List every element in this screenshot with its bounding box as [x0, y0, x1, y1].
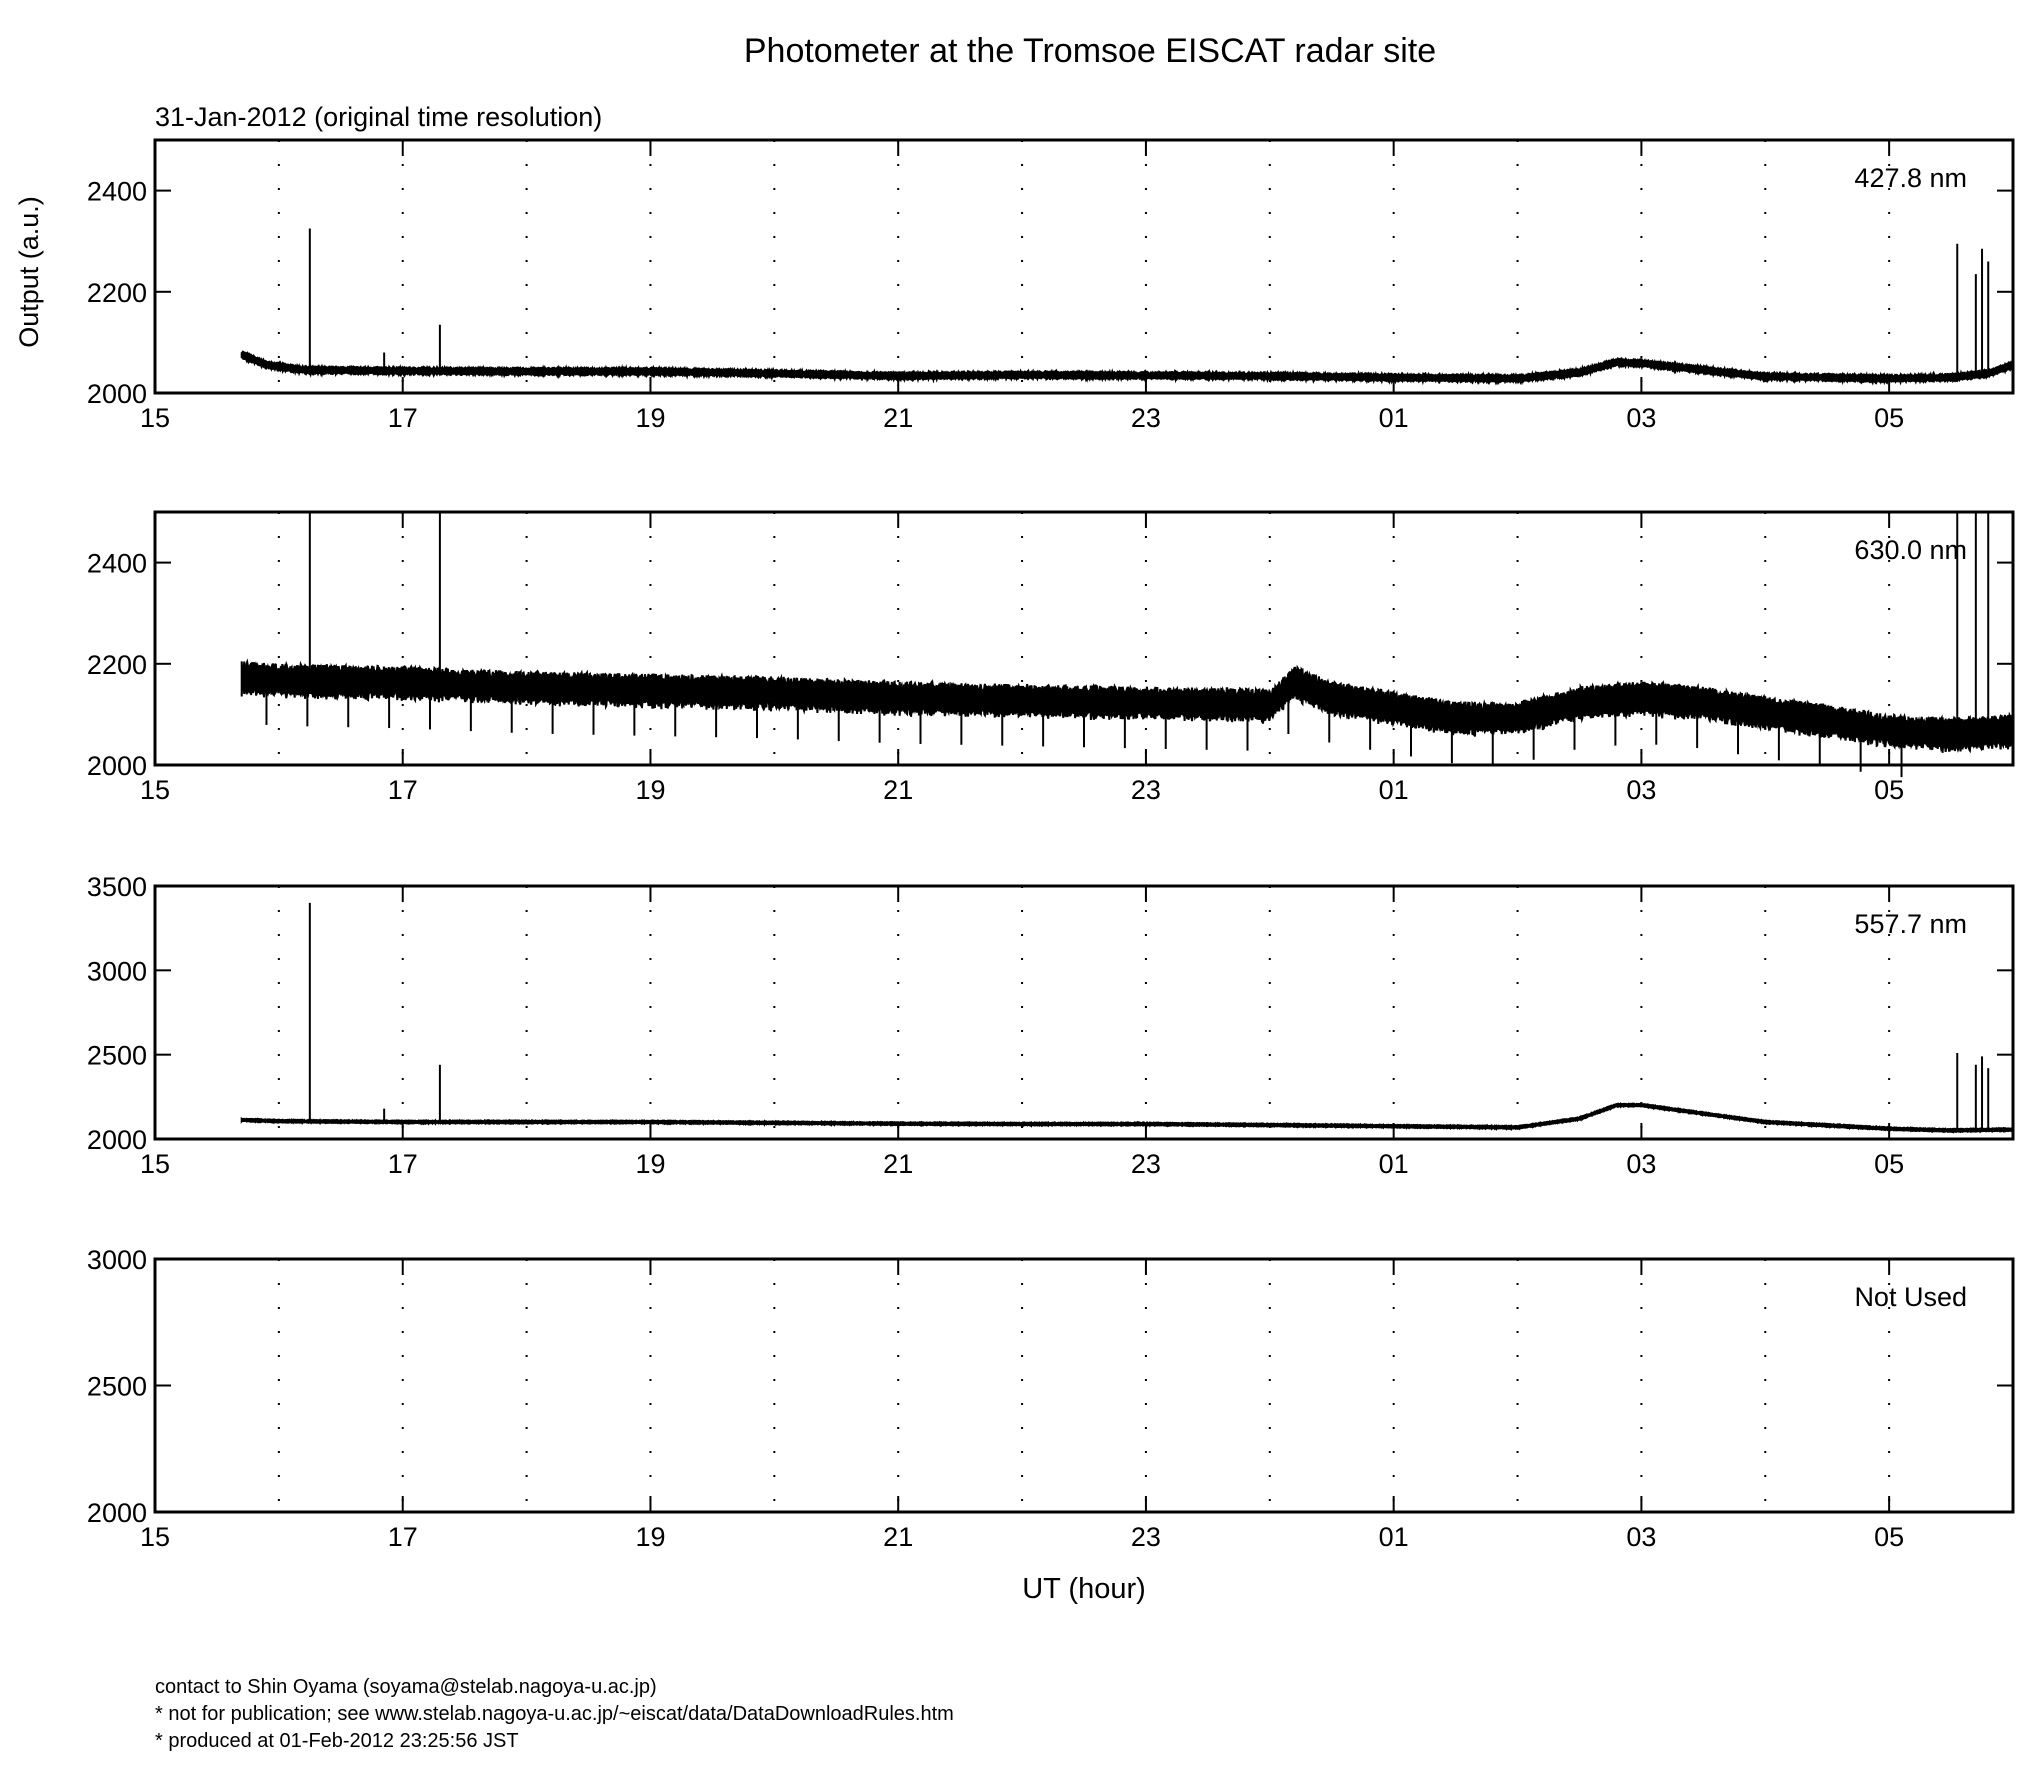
x-tick-label: 05	[1874, 1149, 1904, 1179]
series-0	[240, 350, 2014, 386]
panel-label: 630.0 nm	[1854, 535, 1967, 565]
x-tick-label: 03	[1626, 403, 1656, 433]
y-tick-label: 2500	[87, 1372, 147, 1402]
x-tick-label: 19	[635, 1149, 665, 1179]
y-tick-label: 3000	[87, 956, 147, 986]
x-tick-label: 15	[140, 1522, 170, 1552]
x-tick-label: 17	[388, 1149, 418, 1179]
x-tick-label: 15	[140, 1149, 170, 1179]
panel-3: 15 17 19 21 23 01 03 05 2000 2500 3000 Not Used	[87, 1245, 2015, 1552]
y-tick-label: 2200	[87, 650, 147, 680]
series-1	[240, 658, 2014, 778]
axes-frame	[153, 510, 2015, 767]
axes-frame	[153, 138, 2015, 395]
x-tick-label: 03	[1626, 1149, 1656, 1179]
footer-notice: * not for publication; see www.stelab.na…	[155, 1703, 954, 1725]
chart-title: Photometer at the Tromsoe EISCAT radar s…	[744, 32, 1436, 70]
x-tick-label: 23	[1131, 1149, 1161, 1179]
panel-label: Not Used	[1854, 1282, 1967, 1312]
x-tick-label: 23	[1131, 403, 1161, 433]
x-axis-label: UT (hour)	[1022, 1573, 1146, 1605]
series-band	[240, 1101, 2014, 1134]
x-tick-label: 19	[635, 1522, 665, 1552]
y-tick-label: 2400	[87, 549, 147, 579]
x-tick-label: 01	[1379, 1149, 1409, 1179]
y-tick-label: 2200	[87, 278, 147, 308]
x-tick-label: 05	[1874, 775, 1904, 805]
x-tick-label: 19	[635, 775, 665, 805]
panel-label: 427.8 nm	[1854, 163, 1967, 193]
y-axis-label: Output (a.u.)	[14, 196, 44, 348]
y-tick-label: 2000	[87, 379, 147, 409]
panel-1: 15 17 19 21 23 01 03 05 2000 2200 2400 630.0 nm	[87, 510, 2015, 805]
x-tick-label: 23	[1131, 1522, 1161, 1552]
panel-label: 557.7 nm	[1854, 909, 1967, 939]
y-tick-label: 2500	[87, 1041, 147, 1071]
x-tick-label: 17	[388, 1522, 418, 1552]
x-tick-label: 03	[1626, 775, 1656, 805]
x-tick-label: 23	[1131, 775, 1161, 805]
panel-0: 15 17 19 21 23 01 03 05 2000 2200 2400 427.8 nm	[87, 138, 2015, 433]
footer-produced: * produced at 01-Feb-2012 23:25:56 JST	[155, 1730, 519, 1752]
x-tick-label: 01	[1379, 1522, 1409, 1552]
y-tick-label: 2400	[87, 177, 147, 207]
x-tick-label: 03	[1626, 1522, 1656, 1552]
x-tick-label: 05	[1874, 403, 1904, 433]
x-tick-label: 17	[388, 775, 418, 805]
x-tick-label: 19	[635, 403, 665, 433]
series-2	[240, 1101, 2014, 1134]
x-tick-label: 21	[883, 1522, 913, 1552]
y-tick-label: 2000	[87, 751, 147, 781]
series-band	[240, 350, 2014, 386]
x-tick-label: 01	[1379, 403, 1409, 433]
x-tick-label: 21	[883, 775, 913, 805]
y-tick-label: 3500	[87, 872, 147, 902]
x-tick-label: 15	[140, 403, 170, 433]
x-tick-label: 05	[1874, 1522, 1904, 1552]
y-tick-label: 2000	[87, 1498, 147, 1528]
y-tick-label: 2000	[87, 1125, 147, 1155]
x-tick-label: 15	[140, 775, 170, 805]
x-tick-label: 21	[883, 403, 913, 433]
x-tick-label: 01	[1379, 775, 1409, 805]
axes-frame	[153, 1257, 2015, 1514]
chart-subtitle: 31-Jan-2012 (original time resolution)	[155, 102, 602, 132]
series-band	[240, 658, 2014, 754]
footer-contact: contact to Shin Oyama (soyama@stelab.nag…	[155, 1676, 657, 1698]
panel-2: 15 17 19 21 23 01 03 05 2000 2500 3000 3500 557.7 nm	[87, 872, 2015, 1179]
y-tick-label: 3000	[87, 1245, 147, 1275]
x-tick-label: 17	[388, 403, 418, 433]
axes-frame	[153, 884, 2015, 1141]
x-tick-label: 21	[883, 1149, 913, 1179]
